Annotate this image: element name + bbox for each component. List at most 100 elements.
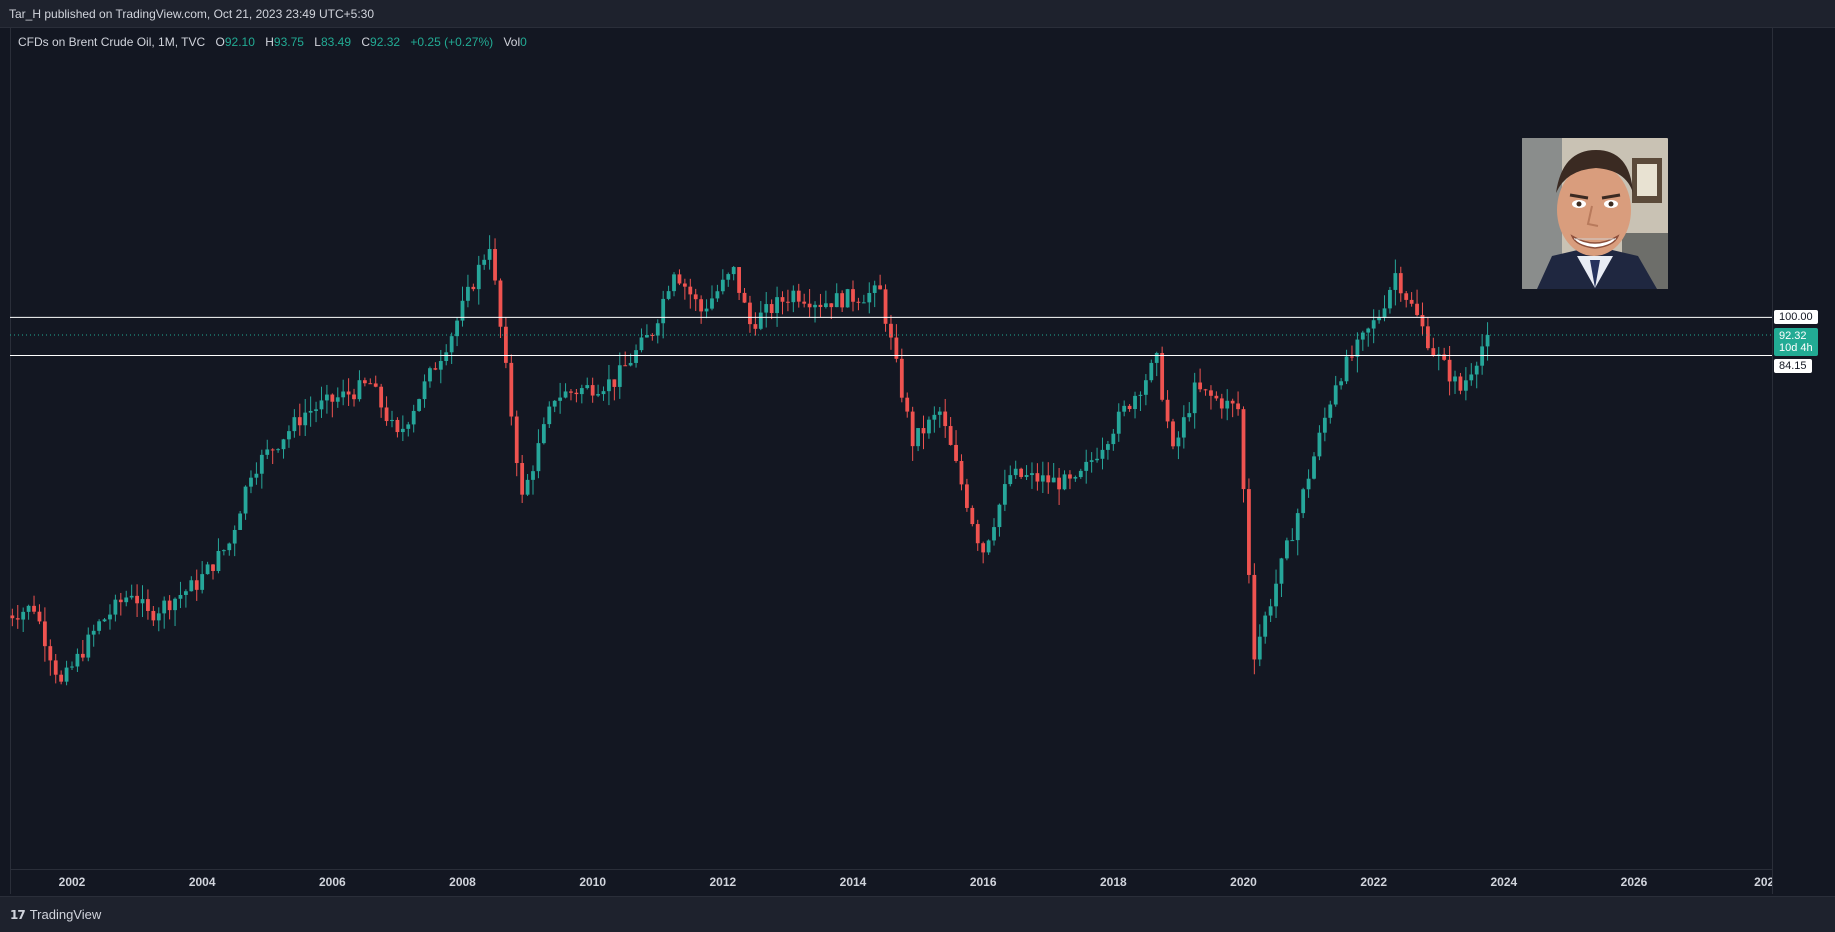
candle-body	[156, 613, 161, 621]
candle-body	[466, 286, 470, 301]
candle-body	[53, 660, 58, 675]
candle-body	[574, 392, 579, 395]
candle-body	[146, 599, 150, 611]
time-axis-tick-label: 2006	[319, 875, 346, 889]
candle-body	[531, 471, 535, 480]
candle-body	[1485, 335, 1490, 347]
candle-body	[189, 580, 194, 592]
price-axis[interactable]	[1772, 28, 1835, 894]
candle-body	[249, 477, 253, 487]
candle-body	[211, 564, 215, 572]
candle-body	[634, 350, 638, 363]
candle-body	[796, 290, 801, 302]
high-label: H	[265, 35, 274, 49]
candle-body	[1344, 356, 1349, 382]
candle-body	[200, 574, 205, 590]
candle-body	[650, 334, 655, 336]
candle-body	[1426, 326, 1430, 349]
candle-body	[710, 298, 714, 309]
candle-body	[780, 297, 785, 302]
candle-body	[232, 529, 237, 544]
candle-body	[319, 400, 324, 410]
close-value: 92.32	[370, 35, 401, 49]
candle-body	[417, 399, 422, 411]
candle-body	[335, 397, 340, 402]
time-axis-tick-label: 2026	[1621, 875, 1648, 889]
candle-body	[124, 597, 129, 603]
candle-body	[1474, 365, 1479, 375]
candle-body	[1301, 489, 1306, 514]
candle-body	[493, 249, 497, 281]
candle-body	[1274, 583, 1278, 607]
candle-body	[1019, 468, 1024, 477]
candle-body	[167, 600, 172, 611]
candle-body	[330, 394, 335, 402]
candle-body	[932, 414, 937, 420]
candle-body	[1377, 317, 1381, 321]
candle-body	[878, 285, 883, 290]
candle-body	[428, 368, 432, 382]
candle-body	[80, 653, 85, 658]
time-axis-tick-label: 2022	[1360, 875, 1387, 889]
chart-pane[interactable]	[10, 28, 1773, 894]
candle-body	[15, 618, 20, 620]
candle-body	[113, 599, 118, 615]
candle-body	[32, 605, 36, 612]
candle-body	[786, 301, 790, 303]
candle-body	[569, 391, 573, 393]
candle-body	[1057, 477, 1061, 490]
candle-body	[731, 267, 736, 275]
time-axis-tick-label: 2018	[1100, 875, 1127, 889]
tradingview-brand[interactable]: 17 TradingView	[10, 907, 101, 922]
candle-body	[91, 630, 96, 635]
candle-body	[227, 543, 232, 551]
candle-body	[1062, 474, 1067, 490]
candle-body	[21, 611, 26, 620]
reaction-face-image	[1522, 138, 1668, 289]
candle-body	[1171, 421, 1175, 447]
candle-body	[726, 274, 731, 280]
candle-body	[216, 550, 221, 572]
candle-body	[1453, 376, 1457, 382]
candle-body	[558, 397, 563, 401]
candle-body	[596, 394, 600, 396]
candle-body	[287, 431, 291, 440]
candle-body	[1089, 460, 1094, 462]
candle-body	[748, 302, 752, 325]
candle-body	[758, 312, 763, 329]
candle-body	[1160, 353, 1165, 400]
symbol-title[interactable]: CFDs on Brent Crude Oil, 1M, TVC	[18, 35, 206, 49]
candle-body	[1409, 299, 1414, 304]
candle-body	[97, 621, 102, 631]
published-info: Tar_H published on TradingView.com, Oct …	[9, 7, 374, 21]
time-axis-tick-label: 2002	[59, 875, 86, 889]
candle-body	[1355, 339, 1360, 357]
candle-body	[498, 280, 503, 327]
candle-body	[1284, 540, 1289, 559]
candle-body	[325, 394, 329, 401]
candle-body	[1279, 558, 1284, 584]
candle-body	[438, 360, 443, 370]
time-axis[interactable]	[10, 869, 1772, 895]
candle-body	[102, 619, 107, 622]
candle-body	[503, 326, 508, 363]
candle-body	[964, 484, 969, 508]
candle-body	[292, 417, 297, 432]
candle-body	[373, 383, 378, 387]
candle-body	[1393, 273, 1398, 290]
candle-body	[861, 302, 866, 304]
symbol-legend: CFDs on Brent Crude Oil, 1M, TVC O92.10 …	[18, 35, 527, 49]
candle-body	[585, 385, 590, 389]
open-value: 92.10	[224, 35, 255, 49]
candle-body	[86, 634, 91, 658]
time-axis-tick-label: 2020	[1230, 875, 1257, 889]
candle-body	[1322, 417, 1327, 433]
candle-body	[37, 611, 42, 622]
candle-body	[48, 646, 53, 661]
time-axis-tick-label: 2012	[709, 875, 736, 889]
candle-body	[1366, 328, 1371, 333]
candle-body	[42, 621, 47, 647]
candle-body	[487, 249, 492, 260]
bar-countdown: 10d 4h	[1779, 342, 1813, 354]
candle-body	[308, 410, 313, 413]
